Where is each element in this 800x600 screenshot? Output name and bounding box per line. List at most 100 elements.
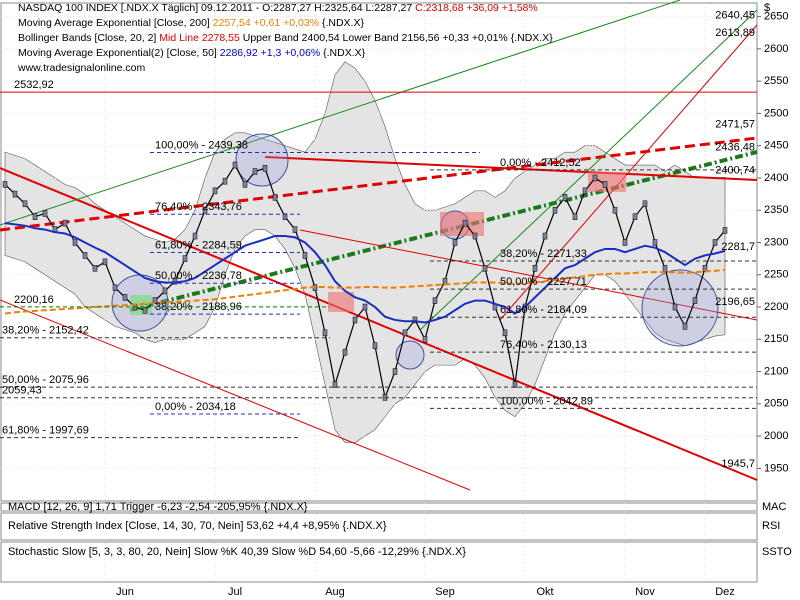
price-mark (692, 297, 698, 304)
price-mark (252, 168, 258, 175)
y-tick-label: 2100 (764, 365, 788, 377)
level-label: 2196,65 (715, 296, 755, 308)
price-mark (682, 323, 688, 330)
series-line (4, 268, 726, 315)
x-tick-label: Jul (228, 586, 242, 598)
price-mark (482, 265, 488, 272)
level-label: 61,80% - 2184,09 (500, 304, 587, 316)
legend-part: 2257,54 +0,61 +0,03% (213, 17, 319, 29)
level-label: 2200,16 (14, 294, 54, 306)
level-label: 0,00% - 2412,52 (500, 157, 581, 169)
price-mark (42, 210, 48, 217)
main-frame (0, 2, 758, 502)
y-tick-label: 2050 (764, 398, 788, 410)
y-tick-label: 2400 (764, 172, 788, 184)
x-tick-label: Sep (435, 586, 455, 598)
price-mark (432, 297, 438, 304)
price-mark (542, 232, 548, 240)
trend-line (499, 24, 758, 321)
y-tick-label: 2250 (764, 269, 788, 281)
price-mark (182, 255, 188, 262)
price-mark (242, 181, 248, 188)
price-mark (162, 287, 168, 295)
price-mark (212, 187, 218, 195)
highlight-box (440, 212, 484, 236)
legend-entry: www.tradesignalonline.com (17, 62, 145, 74)
price-mark (402, 329, 408, 337)
price-mark (512, 381, 518, 388)
x-tick-label: Okt (536, 586, 553, 598)
highlight-box (328, 292, 354, 312)
trend-line (0, 299, 471, 491)
y-tick-label: 2500 (764, 107, 788, 119)
stoch-frame (0, 541, 758, 583)
level-label: 1945,7 (721, 458, 755, 470)
x-tick-label: Nov (635, 586, 655, 598)
level-label: 0,00% - 2034,18 (155, 401, 236, 413)
price-mark (572, 213, 578, 220)
panel-title: MACD [12, 26, 9] 1,71 Trigger -6,23 -2,5… (8, 501, 308, 513)
y-tick-label: 2150 (764, 333, 788, 345)
level-label: 50,00% - 2227,71 (500, 276, 587, 288)
legend-part: C:2318,68 +36,09 +1,58% (415, 2, 538, 14)
level-label: 76,40% - 2130,13 (500, 339, 587, 351)
level-label: 2532,92 (14, 79, 54, 91)
price-mark (612, 206, 618, 214)
price-mark (662, 265, 668, 272)
level-label: 61,80% - 2284,59 (155, 239, 242, 251)
level-label: 2640,45 (715, 10, 755, 22)
rsi-frame (0, 512, 758, 541)
price-mark (602, 181, 608, 188)
price-mark (172, 277, 178, 285)
trend-line (264, 156, 758, 181)
trend-line (0, 136, 758, 232)
price-mark (62, 219, 68, 227)
price-mark (232, 161, 238, 169)
price-mark (552, 206, 558, 214)
price-mark (82, 252, 88, 259)
price-mark (292, 226, 298, 233)
x-tick-label: Dez (715, 586, 735, 598)
level-label: 38,20% - 2271,33 (500, 248, 587, 260)
level-label: 50,00% - 2075,96 (2, 374, 89, 386)
price-mark (282, 213, 288, 220)
y-tick-label: 2600 (764, 43, 788, 55)
grid-layer (1, 3, 761, 582)
y-tick-label: 2450 (764, 140, 788, 152)
trend-line (0, 167, 758, 481)
price-mark (262, 165, 268, 172)
price-mark (712, 239, 718, 246)
price-mark (32, 213, 38, 220)
y-tick-label: 2000 (764, 430, 788, 442)
price-mark (642, 200, 648, 208)
price-mark (92, 265, 98, 272)
price-mark (412, 316, 418, 324)
legend-entry: Moving Average Exponential(2) [Close, 50… (18, 47, 366, 59)
price-mark (652, 239, 658, 246)
price-mark (422, 336, 428, 343)
price-mark (632, 213, 638, 220)
price-mark (372, 342, 378, 350)
price-mark (362, 303, 368, 311)
series-layer (2, 161, 728, 401)
price-mark (152, 297, 158, 304)
price-mark (472, 232, 478, 240)
level-label: 38,20% - 2152,42 (2, 325, 89, 337)
price-mark (672, 303, 678, 311)
legend-part: Moving Average Exponential [Close, 200] (18, 17, 213, 29)
level-label: 100,00% - 2439,38 (155, 139, 248, 151)
panel-label: RSI (762, 520, 780, 532)
level-label: 61,80% - 1997,69 (2, 425, 89, 437)
legend-part: www.tradesignalonline.com (17, 62, 145, 74)
marker-circle (395, 340, 425, 370)
y-tick-label: 2550 (764, 75, 788, 87)
y-tick-label: 2300 (764, 236, 788, 248)
price-mark (722, 227, 728, 234)
price-mark (622, 239, 628, 246)
price-mark (582, 187, 588, 195)
legend-part: NASDAQ 100 INDEX [.NDX.X Täglich] 09.12.… (18, 2, 415, 14)
y-tick-label: 2650 (764, 11, 788, 23)
price-mark (562, 194, 568, 201)
panel-title: Stochastic Slow [5, 3, 3, 80, 20, Nein] … (8, 546, 466, 558)
